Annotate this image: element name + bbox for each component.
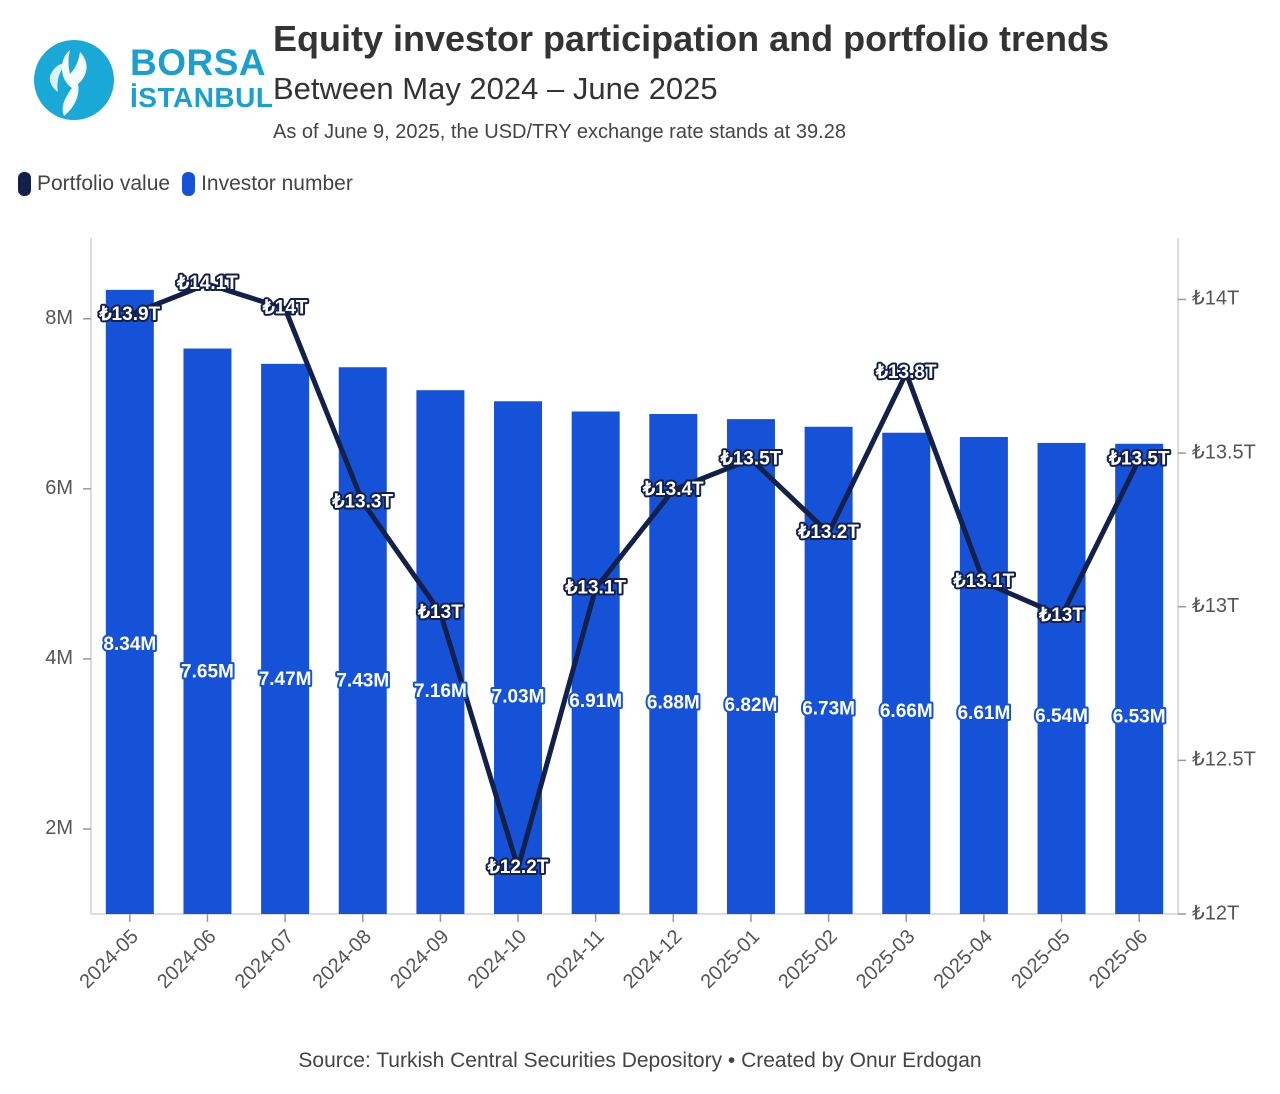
borsa-istanbul-tulip-logo (34, 40, 114, 120)
bar-value-label: 7.43M (336, 670, 389, 691)
line-value-label: ₺13.2T (797, 522, 859, 543)
chart-subtitle: Between May 2024 – June 2025 (273, 71, 718, 106)
bar (571, 411, 620, 914)
logo-wordmark-istanbul: İSTANBUL (130, 82, 274, 113)
right-axis-tick-label: ₺13.5T (1192, 441, 1256, 463)
right-axis-tick-label: ₺12T (1192, 902, 1239, 924)
line-value-label: ₺13.1T (953, 571, 1015, 592)
legend-label-investor-number: Investor number (201, 172, 353, 195)
x-axis-tick-label: 2024-07 (231, 926, 298, 993)
right-axis-tick-label: ₺13T (1192, 595, 1239, 617)
line-value-label: ₺13T (1038, 605, 1084, 626)
exchange-rate-note: As of June 9, 2025, the USD/TRY exchange… (273, 121, 846, 143)
bar (882, 432, 931, 914)
bar-value-label: 6.53M (1113, 706, 1166, 727)
legend-item-investor-number: Investor number (182, 172, 353, 196)
bar-value-label: 6.73M (802, 698, 855, 719)
portfolio-value-line (128, 281, 1142, 871)
legend-label-portfolio-value: Portfolio value (37, 172, 171, 195)
bar-value-label: 7.03M (492, 686, 545, 707)
x-axis-tick-label: 2025-01 (697, 926, 764, 993)
x-axis-tick-label: 2025-02 (774, 926, 841, 993)
x-axis-tick-label: 2024-12 (619, 926, 686, 993)
bar (1037, 442, 1086, 914)
left-axis-tick-label: 4M (45, 647, 73, 669)
bar-value-label: 6.91M (569, 691, 622, 712)
right-axis-tick-label: ₺12.5T (1192, 749, 1256, 771)
x-axis-tick-label: 2025-03 (852, 926, 919, 993)
x-axis-tick-label: 2024-10 (464, 926, 531, 993)
line-value-label: ₺13.4T (642, 479, 704, 500)
bar (726, 419, 775, 914)
x-axis-tick-label: 2024-05 (76, 926, 143, 993)
bar-value-label: 8.34M (103, 634, 156, 655)
bar (261, 363, 310, 914)
legend-swatch-investor-number (182, 172, 196, 196)
x-axis-tick-label: 2024-08 (308, 926, 375, 993)
bar-value-label: 6.54M (1035, 706, 1088, 727)
bar-value-label: 7.65M (181, 662, 234, 683)
chart-source: Source: Turkish Central Securities Depos… (298, 1049, 982, 1072)
line-value-label: ₺13.5T (720, 448, 782, 469)
bar-value-label: 6.88M (647, 692, 700, 713)
line-value-label: ₺14T (262, 298, 308, 319)
line-value-label: ₺12.2T (487, 857, 549, 878)
bar-value-label: 6.82M (725, 695, 778, 716)
x-axis-tick-label: 2025-05 (1007, 926, 1074, 993)
chart-title: Equity investor participation and portfo… (273, 18, 1110, 59)
borsa-istanbul-logo: BORSA İSTANBUL (30, 36, 273, 126)
bar (649, 414, 698, 914)
x-axis-tick-label: 2024-09 (386, 926, 453, 993)
x-axis-tick-label: 2025-06 (1085, 926, 1152, 993)
x-axis-tick-label: 2024-06 (153, 926, 220, 993)
line-value-label: ₺13.8T (875, 362, 937, 383)
bar-value-label: 7.16M (414, 681, 467, 702)
bar (183, 348, 232, 914)
line-value-label: ₺13T (417, 602, 463, 623)
left-axis-tick-label: 8M (45, 307, 73, 329)
left-axis-tick-label: 2M (45, 817, 73, 839)
line-value-label: ₺13.3T (331, 491, 393, 512)
left-axis-tick-label: 6M (45, 477, 73, 499)
logo-wordmark-borsa: BORSA (130, 42, 267, 83)
x-axis-tick-label: 2025-04 (930, 926, 997, 993)
line-value-label: ₺13.5T (1108, 448, 1170, 469)
bar (105, 289, 154, 915)
bar-value-label: 6.66M (880, 701, 933, 722)
bar (804, 426, 853, 914)
legend-swatch-portfolio-value (18, 172, 31, 196)
bar (416, 390, 465, 914)
line-value-label: ₺13.9T (98, 304, 160, 325)
legend-item-portfolio-value: Portfolio value (18, 172, 170, 196)
bar (494, 401, 543, 914)
chart-legend: Portfolio value Investor number (18, 172, 365, 196)
right-axis-tick-label: ₺14T (1192, 288, 1239, 310)
bar (959, 436, 1008, 914)
line-value-label: ₺13.1T (564, 577, 626, 598)
bar-value-label: 7.47M (259, 669, 312, 690)
bar (1115, 443, 1164, 914)
line-value-label: ₺14.1T (176, 273, 238, 294)
x-axis-tick-label: 2024-11 (542, 926, 608, 992)
bar-value-label: 6.61M (957, 703, 1010, 724)
bar (338, 367, 387, 914)
